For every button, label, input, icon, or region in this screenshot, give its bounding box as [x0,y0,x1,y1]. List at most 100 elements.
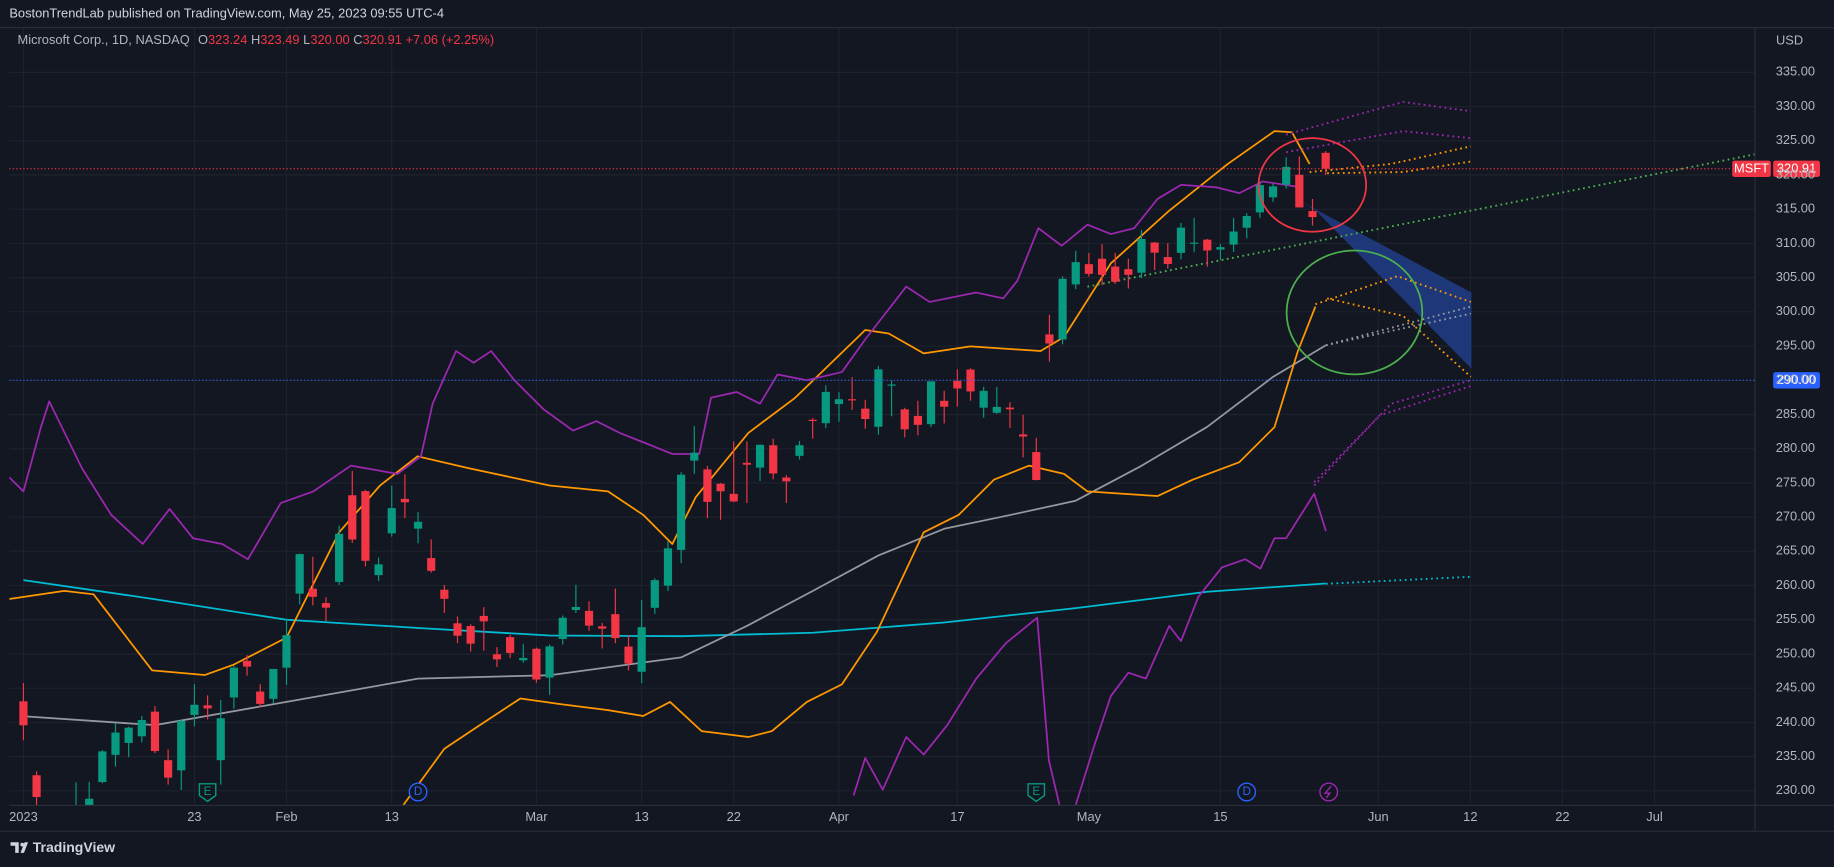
candle-body [926,381,936,425]
candle-body [242,660,252,667]
symbol: Microsoft Corp., 1D, NASDAQ [18,32,190,47]
x-tick-label: 2023 [9,809,38,824]
currency: USD [1776,32,1803,47]
x-tick-label: Feb [275,809,297,824]
candle-body [1321,152,1330,169]
y-tick-label: 280.00 [1776,440,1815,455]
y-tick-label: 330.00 [1776,98,1815,113]
candle-body [755,444,765,468]
candle-body [1084,264,1093,274]
candle-body [348,495,357,540]
y-tick-label: 235.00 [1776,748,1815,763]
candle-body [1190,242,1199,244]
candle-body [1242,216,1251,228]
candle-body [519,657,528,661]
candle-body [532,648,541,680]
split-bolt [1323,785,1332,799]
candle-body [256,691,265,704]
candle-body [1137,238,1146,273]
candle-body [177,720,186,771]
candle-body [1097,258,1107,275]
candle-body [545,646,554,678]
indicator-line [23,579,1326,638]
channel [1300,201,1472,369]
candle-body [190,704,199,715]
candle-body [1229,231,1238,245]
candle-body [690,452,699,461]
event-label: E [204,785,212,798]
event-badge [1027,783,1046,803]
candle-body [1111,266,1120,282]
x-tick-label: Apr [829,809,850,824]
grid [9,28,1755,805]
candle-body [1005,407,1015,410]
candle-body [98,751,107,783]
candle-body [1032,452,1041,481]
candle-body [1308,211,1317,218]
x-tick-label: Jun [1368,809,1389,824]
y-tick-label: 255.00 [1776,611,1815,626]
projection-line [1325,305,1472,347]
candle-body [19,701,28,726]
candle-body [506,637,515,653]
candle-body [229,667,238,698]
x-tick-label: 22 [1555,809,1569,824]
candle-body [716,483,725,492]
legend-key: O [198,32,208,47]
legend-value: 323.49 [260,32,299,47]
candle-body [335,533,344,582]
candle-body [308,588,317,597]
candle-body [321,603,331,608]
logo [10,842,29,853]
candle-body [479,615,488,622]
candle-body [203,705,212,709]
candle-body [137,720,146,737]
candle-body [782,477,791,482]
y-tick-label: 275.00 [1776,474,1815,489]
candle-body [282,635,291,668]
price-label-box [1773,372,1820,389]
indicator-line [402,306,1317,805]
projection-line [1286,130,1471,154]
price-label: 320.91 [1777,161,1816,176]
candle-body [900,409,909,430]
x-tick-label: Jul [1646,809,1662,824]
candle-body [729,493,738,502]
y-tick-label: 285.00 [1776,406,1815,421]
y-tick-label: 230.00 [1776,782,1815,797]
candle-body [1282,166,1291,185]
candle-body [663,548,673,586]
candle-body [637,627,646,672]
y-tick-label: 335.00 [1776,64,1815,79]
candle-body [1203,239,1212,251]
candle-body [650,580,659,608]
candle-body [1124,269,1133,275]
split-icon [1319,782,1339,802]
projection-line [1315,275,1472,306]
candle-body [742,462,751,465]
y-tick-label: 260.00 [1776,577,1815,592]
split-circle [1319,782,1339,802]
candle-body [216,718,225,761]
y-tick-label: 300.00 [1776,303,1815,318]
candle-body [1295,174,1304,208]
candle-body [703,469,712,502]
event-badge [198,783,217,803]
header: BostonTrendLab published on TradingView.… [9,6,444,21]
candle-body [769,445,778,474]
candle-body [913,415,922,425]
candle-body [1058,278,1067,340]
y-tick-label: 295.00 [1776,337,1815,352]
candle-body [821,391,830,424]
candle-body [413,521,423,529]
legend-value: 320.91 [363,32,402,47]
candle-body [466,625,475,644]
candle-body [834,399,844,405]
candle-body [1268,186,1278,198]
x-tick-label: 15 [1213,809,1227,824]
legend-change: +7.06 (+2.25%) [405,32,494,47]
y-tick-label: 290.00 [1776,372,1815,387]
legend-key: C [353,32,362,47]
projection-line [1313,385,1472,487]
